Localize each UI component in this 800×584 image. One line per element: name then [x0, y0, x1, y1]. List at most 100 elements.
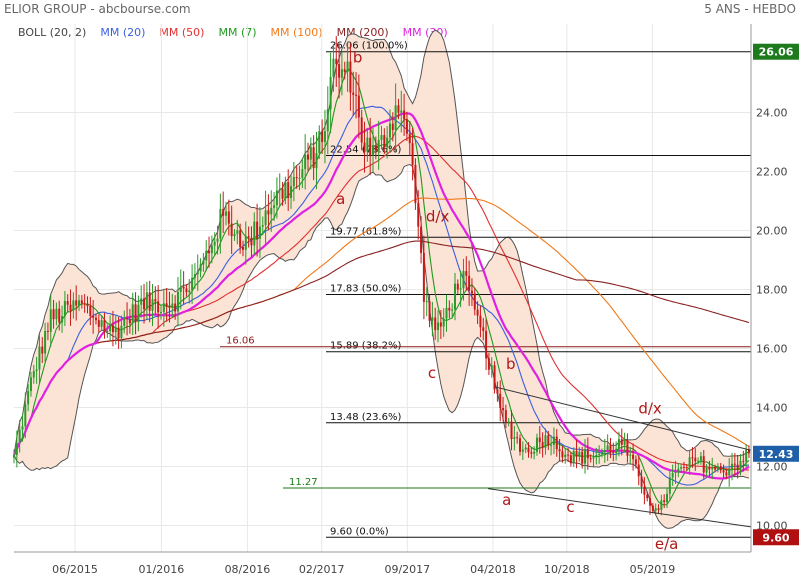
- candle-body: [747, 449, 750, 454]
- candle-body: [615, 448, 618, 454]
- candle-body: [103, 320, 106, 332]
- candle-body: [159, 312, 162, 314]
- candle-body: [674, 471, 677, 474]
- candle-body: [403, 110, 406, 120]
- trend-line: [488, 488, 752, 528]
- candle-body: [541, 442, 544, 448]
- candle-body: [391, 123, 394, 130]
- candle-body: [668, 477, 671, 494]
- candle-body: [355, 94, 358, 96]
- candle-body: [493, 365, 496, 390]
- candle-body: [417, 203, 420, 227]
- candle-body: [168, 306, 171, 308]
- candle-body: [191, 277, 194, 291]
- legend-item: BOLL (20, 2): [18, 26, 86, 39]
- candle-body: [595, 454, 598, 458]
- candle-body: [445, 307, 448, 319]
- candle-body: [270, 207, 273, 215]
- candle-body: [620, 439, 623, 445]
- candle-body: [705, 467, 708, 473]
- x-tick-label: 02/2017: [299, 563, 345, 576]
- candle-body: [15, 442, 18, 456]
- candle-body: [513, 437, 516, 439]
- candle-body: [437, 322, 440, 331]
- candle-body: [745, 449, 748, 462]
- candle-body: [137, 304, 140, 323]
- y-tick-label: 12.00: [756, 460, 788, 473]
- candle-body: [264, 210, 267, 226]
- candle-body: [126, 318, 129, 320]
- trend-line: [494, 386, 752, 451]
- wave-label: a: [336, 190, 345, 208]
- candle-body: [360, 117, 363, 143]
- candle-body: [154, 299, 157, 302]
- candle-body: [383, 135, 386, 148]
- candle-body: [111, 325, 114, 333]
- y-tick-label: 18.00: [756, 283, 788, 296]
- candle-body: [253, 221, 256, 246]
- candle-body: [21, 426, 24, 430]
- candle-body: [434, 317, 437, 331]
- candle-body: [612, 450, 615, 454]
- candle-body: [27, 391, 30, 405]
- candle-body: [733, 463, 736, 465]
- candle-body: [230, 223, 233, 237]
- candle-body: [176, 291, 179, 312]
- candle-body: [640, 476, 643, 487]
- candle-body: [564, 454, 567, 458]
- candle-body: [739, 460, 742, 469]
- candle-body: [109, 325, 112, 331]
- candle-body: [550, 444, 553, 446]
- bollinger-upper: [13, 29, 750, 457]
- legend-item: MM (50): [159, 26, 204, 39]
- candle-body: [38, 346, 41, 370]
- candle-body: [13, 455, 15, 458]
- candle-body: [241, 247, 244, 250]
- candle-body: [742, 460, 745, 462]
- candle-body: [179, 286, 182, 292]
- candle-body: [233, 233, 236, 237]
- candle-body: [92, 315, 95, 318]
- candle-body: [377, 140, 380, 151]
- candle-body: [677, 468, 680, 472]
- candle-body: [83, 303, 86, 305]
- candle-body: [428, 301, 431, 321]
- candle-body: [219, 208, 222, 239]
- candle-body: [188, 290, 191, 293]
- candle-body: [18, 429, 21, 443]
- legend-item: MM (200): [337, 26, 389, 39]
- candle-body: [202, 260, 205, 265]
- candle-body: [465, 271, 468, 276]
- candle-body: [606, 445, 609, 451]
- candle-body: [301, 169, 304, 178]
- candle-body: [654, 508, 657, 511]
- candle-body: [581, 451, 584, 464]
- x-tick-label: 08/2016: [225, 563, 271, 576]
- candle-body: [213, 241, 216, 246]
- candle-body: [106, 330, 109, 332]
- candle-body: [490, 365, 493, 370]
- candle-body: [468, 275, 471, 291]
- price-tag-box: [753, 43, 799, 60]
- candle-body: [414, 165, 417, 204]
- candle-body: [479, 315, 482, 328]
- price-tags: 26.06 12.43 9.60: [753, 43, 799, 546]
- candle-body: [148, 292, 151, 311]
- candle-body: [372, 145, 375, 156]
- chart-title: ELIOR GROUP - abcbourse.com: [4, 2, 191, 16]
- candle-body: [326, 109, 329, 132]
- candle-body: [304, 154, 307, 170]
- candle-body: [521, 449, 524, 452]
- candle-body: [637, 464, 640, 477]
- candle-body: [584, 449, 587, 464]
- candle-body: [388, 123, 391, 138]
- candle-body: [476, 309, 479, 316]
- candle-body: [80, 300, 83, 304]
- candle-body: [439, 322, 442, 327]
- candle-body: [380, 135, 383, 141]
- ma-line-200: [13, 240, 750, 456]
- candle-body: [131, 304, 134, 324]
- candle-body: [473, 293, 476, 310]
- x-tick-label: 09/2017: [384, 563, 430, 576]
- y-tick-label: 22.00: [756, 165, 788, 178]
